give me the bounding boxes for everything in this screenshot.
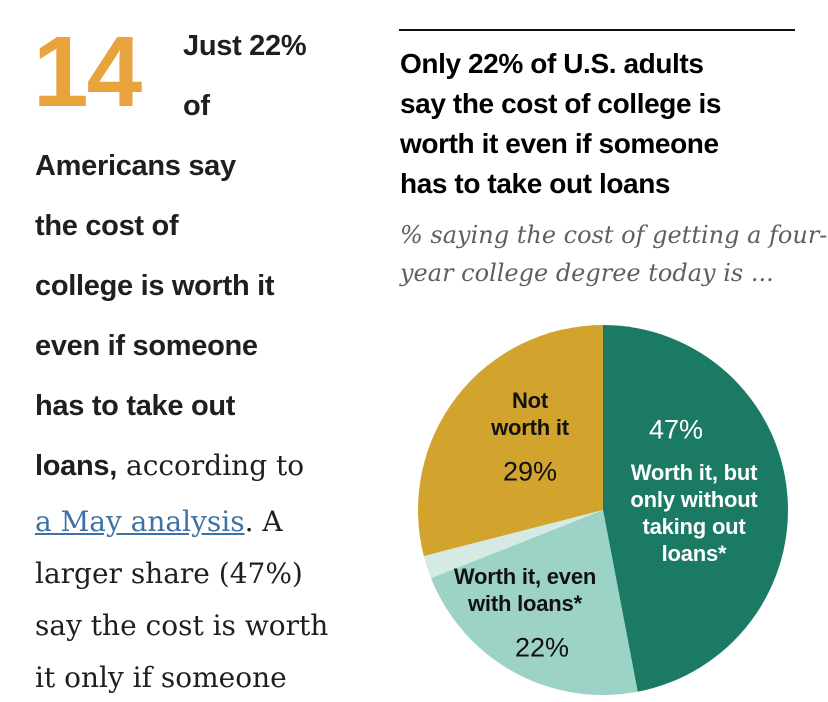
chart-title-line: say the cost of college is	[400, 88, 722, 119]
pie-svg	[417, 325, 788, 695]
intro-line: the cost of	[35, 196, 365, 256]
pie-label-worth-it-with-loans: Worth it, even with loans*	[454, 563, 596, 617]
intro-line: it only if someone	[35, 652, 365, 702]
pie-percentage-29: 29%	[502, 456, 558, 487]
intro-bold-text: Just 22%	[183, 30, 307, 62]
intro-bold-text: loans,	[35, 450, 117, 482]
may-analysis-link[interactable]: a May analysis	[35, 505, 245, 538]
intro-line: say the cost is worth	[35, 600, 365, 652]
intro-line: even if someone	[35, 316, 365, 376]
pie-label-line: loans*	[661, 541, 727, 566]
intro-bold-text: even if someone	[35, 330, 258, 362]
pie-slice	[417, 325, 603, 557]
intro-paragraph: Just 22% of Americans say the cost of co…	[35, 16, 365, 702]
intro-line: of	[35, 76, 365, 136]
intro-serif-text: say the cost is worth	[35, 609, 329, 642]
intro-line: larger share (47%)	[35, 548, 365, 600]
intro-serif-text: . A	[244, 505, 283, 538]
chart-title-line: has to take out loans	[400, 168, 671, 199]
pie-label-line: only without	[630, 487, 758, 512]
chart-subtitle-line: year college degree today is ...	[400, 259, 774, 287]
intro-bold-text: has to take out	[35, 390, 236, 422]
pie-label-line: Not	[511, 388, 549, 413]
chart-title-line: worth it even if someone	[400, 128, 719, 159]
pie-slice	[423, 510, 603, 579]
pie-label-line: taking out	[642, 514, 746, 539]
chart-title: Only 22% of U.S. adults say the cost of …	[400, 44, 810, 204]
chart-subtitle-line: % saying the cost of getting a four-	[400, 221, 828, 249]
pie-label-line: with loans*	[468, 591, 582, 616]
pie-label-line: worth it	[491, 415, 569, 440]
pie-slice	[430, 510, 638, 695]
intro-line: Americans say	[35, 136, 365, 196]
pie-percentage-47: 47%	[648, 414, 704, 445]
item-number: 14	[33, 16, 142, 128]
intro-serif-text: larger share (47%)	[35, 557, 303, 590]
pie-label-line: Worth it, but	[630, 460, 758, 485]
chart-subtitle: % saying the cost of getting a four- yea…	[400, 216, 828, 292]
pie-chart: Not worth it 29% 47% Worth it, but only …	[413, 320, 793, 700]
intro-line: loans, according to	[35, 436, 365, 496]
intro-line: has to take out	[35, 376, 365, 436]
pie-label-line: Worth it, even	[453, 564, 597, 589]
intro-line: a May analysis. A	[35, 496, 365, 548]
divider-rule	[399, 29, 795, 31]
intro-serif-text: it only if someone	[35, 661, 287, 694]
intro-line: Just 22%	[35, 16, 365, 76]
pie-label-not-worth-it: Not worth it	[491, 387, 569, 441]
intro-line: college is worth it	[35, 256, 365, 316]
pie-slice	[603, 325, 788, 692]
chart-title-line: Only 22% of U.S. adults	[400, 48, 704, 79]
intro-bold-text: Americans say	[35, 150, 236, 182]
intro-bold-text: college is worth it	[35, 270, 275, 302]
intro-serif-text: according to	[126, 449, 305, 482]
pie-label-worth-it-without-loans: Worth it, but only without taking out lo…	[630, 459, 757, 567]
intro-bold-text: the cost of	[35, 210, 179, 242]
pie-percentage-22: 22%	[514, 632, 570, 663]
intro-bold-text: of	[183, 90, 210, 122]
